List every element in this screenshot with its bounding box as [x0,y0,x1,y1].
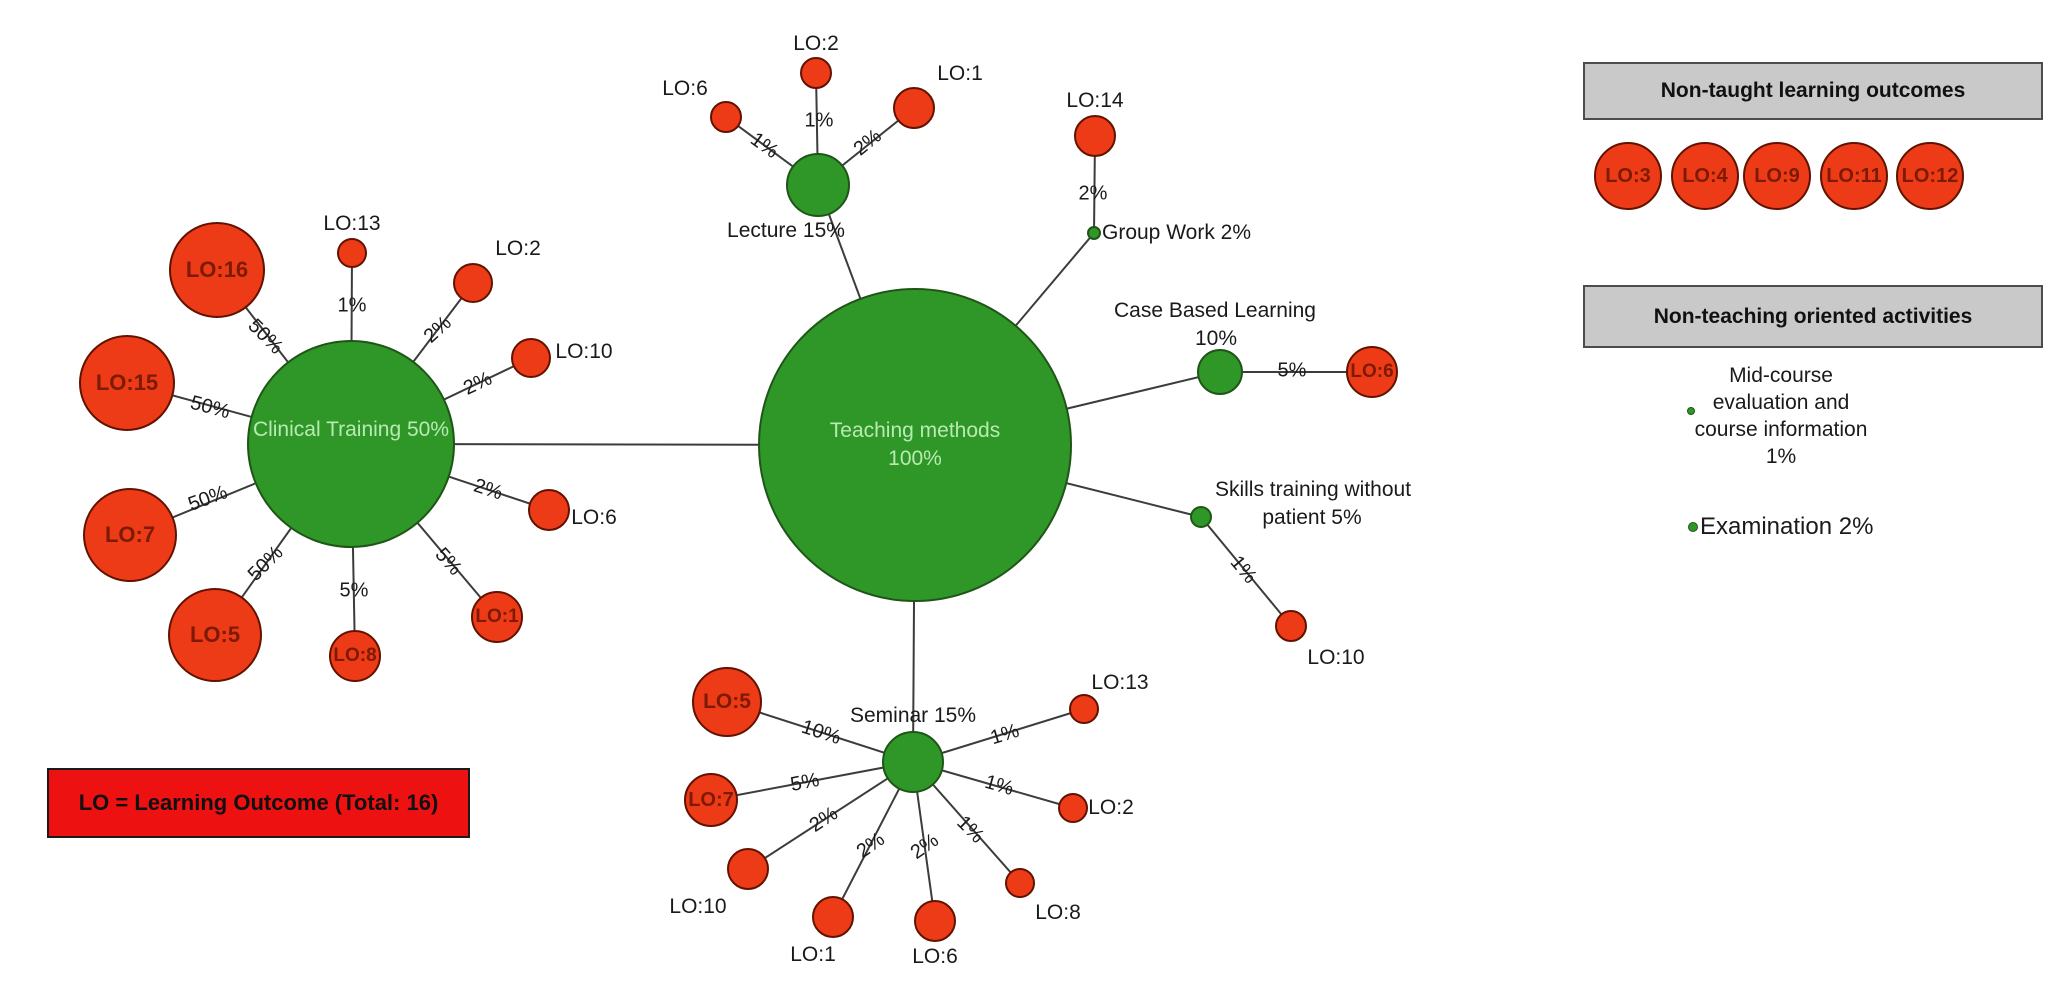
panel-non-taught-header: Non-taught learning outcomes [1583,62,2043,120]
lo-label-seminar-lo7: LO:7 [688,788,734,811]
lo-circle-clinical-lo2 [453,263,493,303]
node-skills-label-line1: Skills training without [1214,478,1412,501]
lo-label-casebased-lo6: LO:6 [1350,361,1394,382]
lo-label-clinical-lo16: LO:16 [185,257,249,282]
node-seminar-label: Seminar 15% [849,704,977,727]
lo-circle-groupwork-lo14 [1074,115,1116,157]
mid-course-line4: 1% [1765,445,1797,468]
node-skills-label-line2: patient 5% [1262,506,1362,529]
node-group-work [1087,226,1101,240]
lo-circle-seminar-lo2 [1058,793,1088,823]
lo-label-lecture-lo1: LO:1 [937,62,983,85]
lo-circle-nontaught-lo12: LO:12 [1896,142,1964,210]
node-group-work-label: Group Work 2% [1102,221,1251,244]
edge-skills-lo10 [1200,516,1292,627]
lo-circle-seminar-lo13 [1069,694,1099,724]
lo-circle-seminar-lo6 [914,900,956,942]
node-case-based-label-line2: 10% [1194,327,1238,350]
panel-non-teaching-header: Non-teaching oriented activities [1583,285,2043,348]
pct-lecture-lo2: 1% [804,109,834,132]
node-teaching-methods: Teaching methods 100% [758,288,1072,602]
lo-circle-seminar-lo8 [1005,868,1035,898]
node-clinical-training-label: Clinical Training 50% [252,418,450,441]
lo-label-clinical-lo2: LO:2 [495,237,541,260]
node-teaching-methods-label-line2: 100% [888,447,942,470]
lo-circle-nontaught-lo3: LO:3 [1594,142,1662,210]
lo-label-seminar-lo2: LO:2 [1088,796,1134,819]
mid-course-dot [1687,407,1695,415]
mid-course-line3: course information [1694,418,1868,441]
mid-course-label: Mid-course evaluation and course informa… [1671,362,1891,470]
lo-circle-clinical-lo1: LO:1 [471,591,523,643]
lo-label-nontaught-lo12: LO:12 [1901,164,1959,187]
mid-course-line1: Mid-course [1729,364,1833,387]
lo-circle-clinical-lo10 [511,338,551,378]
lo-label-seminar-lo13: LO:13 [1091,671,1149,694]
legend-note-text: LO = Learning Outcome (Total: 16) [78,790,439,815]
pct-clinical-lo8: 5% [339,579,369,602]
lo-label-nontaught-lo11: LO:11 [1826,164,1882,187]
lo-label-clinical-lo13: LO:13 [323,212,381,235]
lo-circle-skills-lo10 [1275,610,1307,642]
node-case-based-label-line1: Case Based Learning [1114,299,1316,322]
node-case-based-learning [1197,349,1243,395]
lo-circle-lecture-lo2 [800,57,832,89]
examination-dot [1688,522,1698,532]
lo-circle-clinical-lo16: LO:16 [169,222,265,318]
node-seminar [882,731,944,793]
lo-circle-clinical-lo15: LO:15 [79,335,175,431]
lo-circle-seminar-lo7: LO:7 [684,773,738,827]
lo-label-clinical-lo10: LO:10 [555,340,613,363]
edge-seminar-lo10 [747,761,914,870]
lo-circle-nontaught-lo9: LO:9 [1743,142,1811,210]
lo-circle-seminar-lo10 [727,848,769,890]
legend-note-box: LO = Learning Outcome (Total: 16) [47,768,470,838]
node-lecture [786,153,850,217]
lo-label-seminar-lo10: LO:10 [669,895,727,918]
lo-circle-casebased-lo6: LO:6 [1346,346,1398,398]
lo-label-groupwork-lo14: LO:14 [1066,89,1124,112]
mid-course-line2: evaluation and [1712,391,1850,414]
lo-label-clinical-lo7: LO:7 [104,522,156,547]
lo-circle-nontaught-lo11: LO:11 [1820,142,1888,210]
lo-label-seminar-lo5: LO:5 [703,690,751,713]
lo-label-clinical-lo1: LO:1 [475,606,519,627]
lo-label-seminar-lo6: LO:6 [912,945,958,968]
lo-circle-lecture-lo1 [893,87,935,129]
node-skills-training [1190,506,1212,528]
pct-clinical-lo13: 1% [337,294,367,317]
lo-label-clinical-lo8: LO:8 [333,645,377,666]
lo-circle-lecture-lo6 [710,101,742,133]
lo-circle-clinical-lo6 [528,489,570,531]
panel-non-taught-title: Non-taught learning outcomes [1660,79,1966,102]
node-teaching-methods-label-line1: Teaching methods [829,419,1001,442]
panel-non-teaching-title: Non-teaching oriented activities [1653,304,1973,328]
lo-label-skills-lo10: LO:10 [1307,646,1365,669]
lo-label-seminar-lo1: LO:1 [790,943,836,966]
edge-seminar-lo7 [710,761,914,801]
lo-circle-seminar-lo1 [812,896,854,938]
lo-label-clinical-lo15: LO:15 [95,370,159,395]
lo-label-lecture-lo2: LO:2 [793,32,839,55]
lo-label-lecture-lo6: LO:6 [662,77,708,100]
lo-circle-nontaught-lo4: LO:4 [1671,142,1739,210]
pct-groupwork-lo14: 2% [1078,182,1108,205]
lo-circle-seminar-lo5: LO:5 [692,667,762,737]
lo-label-clinical-lo6: LO:6 [571,506,617,529]
lo-label-clinical-lo5: LO:5 [189,622,241,647]
lo-circle-clinical-lo8: LO:8 [329,630,381,682]
lo-circle-clinical-lo13 [337,238,367,268]
node-lecture-label: Lecture 15% [727,219,845,242]
lo-label-nontaught-lo4: LO:4 [1682,164,1728,187]
node-clinical-training: Clinical Training 50% [247,340,455,548]
lo-label-nontaught-lo3: LO:3 [1605,164,1651,187]
lo-label-seminar-lo8: LO:8 [1035,901,1081,924]
lo-label-nontaught-lo9: LO:9 [1754,164,1800,187]
examination-label: Examination 2% [1700,513,1874,540]
lo-circle-clinical-lo7: LO:7 [83,488,177,582]
lo-circle-clinical-lo5: LO:5 [168,588,262,682]
pct-casebased-lo6: 5% [1277,359,1307,382]
